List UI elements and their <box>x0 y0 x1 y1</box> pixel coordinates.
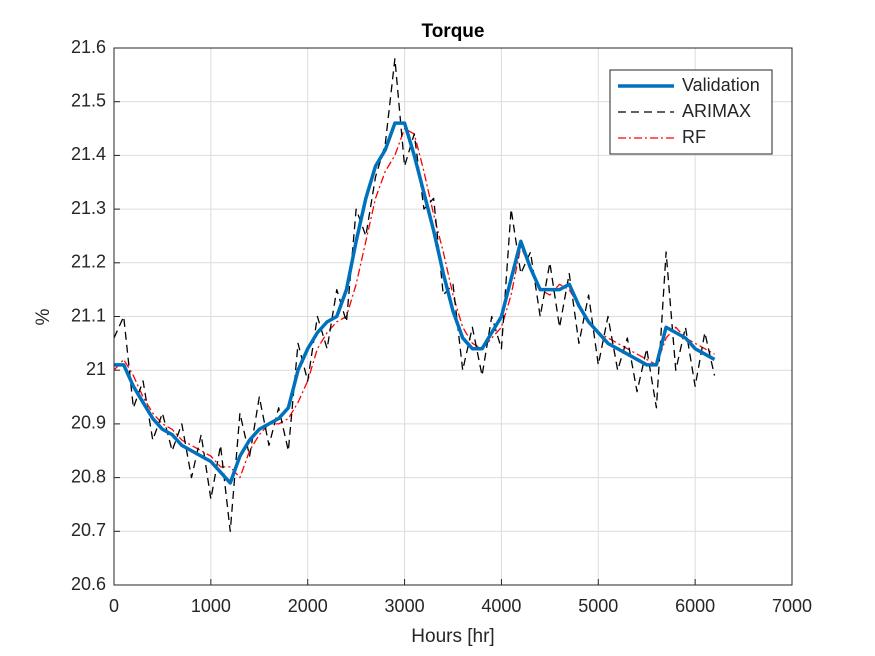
y-tick-label: 21.4 <box>71 144 106 164</box>
y-tick-label: 21.3 <box>71 198 106 218</box>
x-axis-label: Hours [hr] <box>411 626 494 647</box>
x-tick-label: 2000 <box>288 596 328 616</box>
legend-label: ARIMAX <box>682 101 751 121</box>
x-tick-label: 6000 <box>675 596 715 616</box>
x-tick-label: 3000 <box>385 596 425 616</box>
x-tick-label: 1000 <box>191 596 231 616</box>
y-tick-label: 21.2 <box>71 252 106 272</box>
y-tick-label: 20.8 <box>71 466 106 486</box>
x-tick-label: 7000 <box>772 596 812 616</box>
y-tick-label: 20.7 <box>71 520 106 540</box>
y-tick-label: 20.9 <box>71 413 106 433</box>
y-tick-label: 21.6 <box>71 37 106 57</box>
x-tick-label: 0 <box>109 596 119 616</box>
y-tick-label: 21.5 <box>71 90 106 110</box>
series-line <box>114 121 716 485</box>
y-tick-label: 20.6 <box>71 574 106 594</box>
y-tick-label: 21.1 <box>71 305 106 325</box>
legend-label: Validation <box>682 75 760 95</box>
series-line <box>114 58 716 532</box>
y-axis-label: % <box>33 308 54 325</box>
chart-title: Torque <box>422 21 485 42</box>
axes-box <box>113 47 793 586</box>
legend-label: RF <box>682 127 706 147</box>
y-tick-label: 21 <box>86 359 106 379</box>
x-tick-label: 5000 <box>578 596 618 616</box>
x-tick-label: 4000 <box>481 596 521 616</box>
